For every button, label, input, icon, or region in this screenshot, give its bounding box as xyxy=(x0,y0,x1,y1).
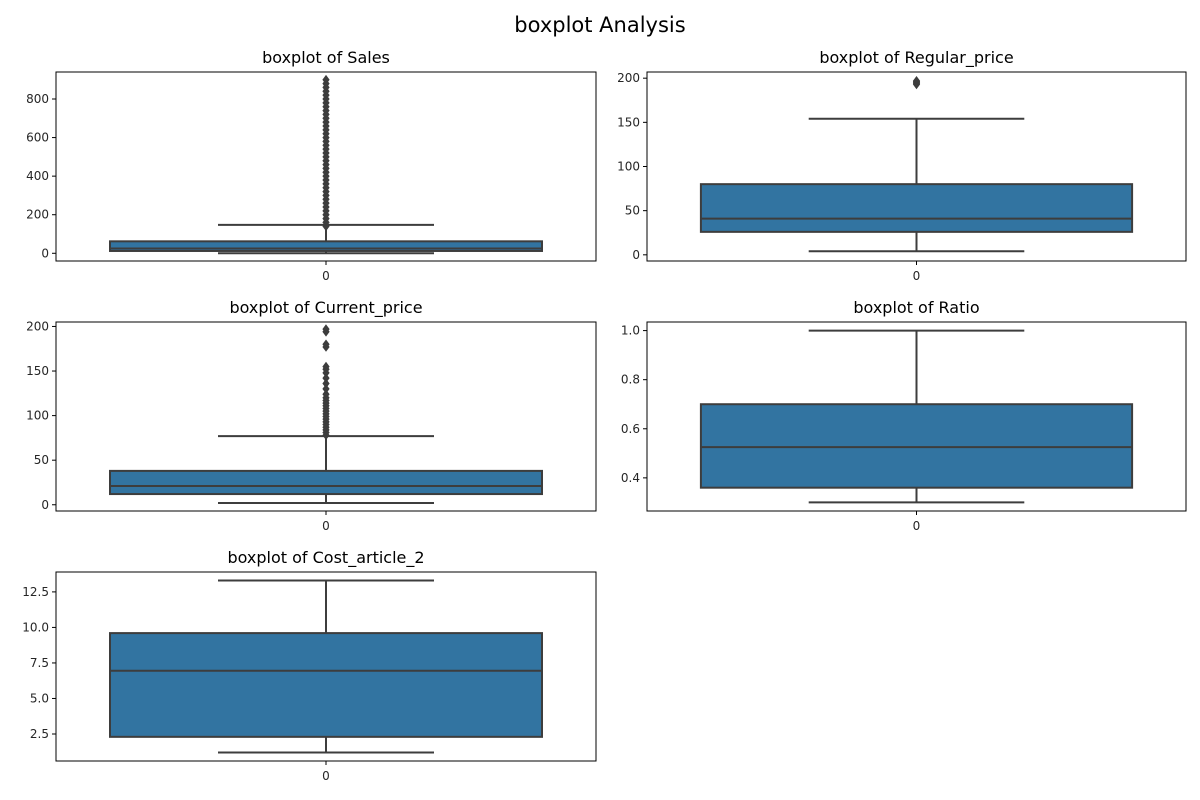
iqr-box xyxy=(109,632,543,738)
y-tick-label: 0 xyxy=(41,246,49,260)
outlier-point xyxy=(322,384,330,394)
outlier-point xyxy=(912,75,921,86)
y-tick-label: 150 xyxy=(617,115,640,129)
y-tick-label: 200 xyxy=(26,319,49,333)
y-tick-label: 150 xyxy=(26,364,49,378)
panel-title: boxplot of Sales xyxy=(262,48,390,67)
outlier-point xyxy=(322,389,330,400)
y-tick-label: 600 xyxy=(26,131,49,145)
y-tick-label: 0 xyxy=(41,498,49,512)
outlier-point xyxy=(322,361,330,372)
y-tick-label: 200 xyxy=(26,208,49,222)
panel-title: boxplot of Cost_article_2 xyxy=(227,548,424,568)
boxplot-panel: boxplot of Regular_price 0 50 100 150 200 0 xyxy=(617,48,1187,283)
y-tick-label: 0.4 xyxy=(621,471,640,485)
y-tick-label: 0.8 xyxy=(621,373,640,387)
panel-title: boxplot of Current_price xyxy=(229,298,422,318)
y-tick-label: 400 xyxy=(26,169,49,183)
y-tick-label: 50 xyxy=(625,204,640,218)
x-tick-label: 0 xyxy=(322,269,330,283)
y-tick-label: 7.5 xyxy=(30,656,49,670)
outlier-point xyxy=(322,378,330,389)
boxplot-panel: boxplot of Cost_article_2 2.5 5.0 7.5 10.0 12… xyxy=(22,548,597,783)
y-tick-label: 50 xyxy=(34,453,49,467)
y-tick-label: 10.0 xyxy=(22,620,49,634)
y-tick-label: 200 xyxy=(617,71,640,85)
iqr-box xyxy=(109,240,543,252)
x-tick-label: 0 xyxy=(322,769,330,783)
boxplot-panel: boxplot of Ratio 0.4 0.6 0.8 1.0 0 xyxy=(621,298,1187,533)
boxplot-panel: boxplot of Sales 0 200 400 600 800 0 xyxy=(26,48,597,283)
outlier-point xyxy=(322,324,330,334)
y-tick-label: 100 xyxy=(617,160,640,174)
y-tick-label: 1.0 xyxy=(621,324,640,338)
figure-title: boxplot Analysis xyxy=(514,13,685,37)
y-tick-label: 100 xyxy=(26,409,49,423)
panel-title: boxplot of Ratio xyxy=(853,298,979,317)
outlier-point xyxy=(322,339,330,350)
y-tick-label: 12.5 xyxy=(22,585,49,599)
outlier-point xyxy=(322,373,330,383)
x-tick-label: 0 xyxy=(913,519,921,533)
x-tick-label: 0 xyxy=(322,519,330,533)
iqr-box xyxy=(699,403,1134,489)
y-tick-label: 2.5 xyxy=(30,727,49,741)
y-tick-label: 0.6 xyxy=(621,422,640,436)
iqr-box xyxy=(109,469,543,496)
iqr-box xyxy=(699,183,1134,233)
panel-title: boxplot of Regular_price xyxy=(819,48,1013,68)
boxplot-panel: boxplot of Current_price 0 50 100 150 200 0 xyxy=(26,298,597,533)
x-tick-label: 0 xyxy=(913,269,921,283)
y-tick-label: 5.0 xyxy=(30,691,49,705)
y-tick-label: 800 xyxy=(26,92,49,106)
y-tick-label: 0 xyxy=(632,248,640,262)
outlier-point xyxy=(322,74,330,85)
